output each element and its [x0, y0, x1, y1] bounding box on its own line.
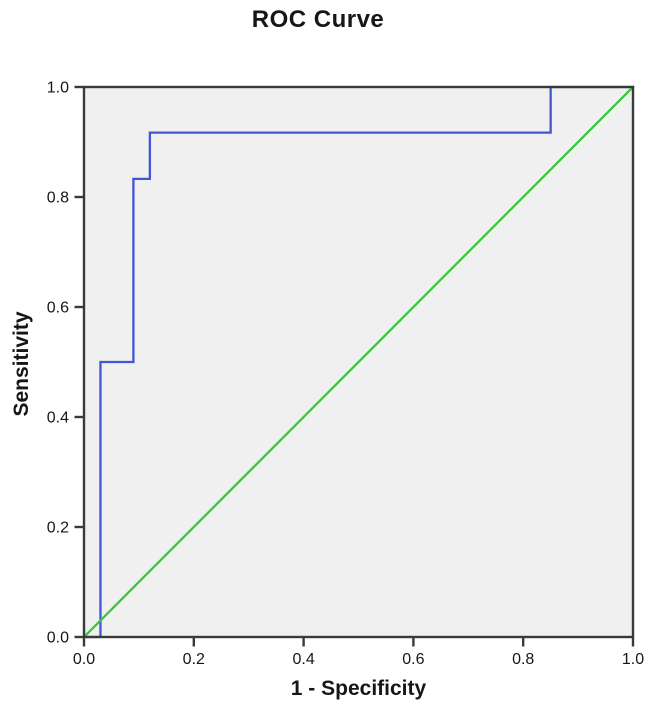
- y-tick-label: 0.8: [47, 190, 69, 207]
- plot-frame: [82, 85, 635, 639]
- y-tick-label: 0.4: [47, 410, 69, 427]
- y-tick-label: 0.0: [47, 630, 69, 647]
- chart-title: ROC Curve: [251, 6, 385, 33]
- series-roc-curve: [82, 85, 635, 639]
- x-tick-label: 0.2: [183, 651, 205, 668]
- series-reference-diagonal: [82, 85, 635, 639]
- x-axis-label: 1 - Specificity: [290, 677, 427, 700]
- x-tick-label: 0.8: [512, 651, 534, 668]
- y-tick-label: 1.0: [47, 80, 69, 97]
- y-tick-label: 0.6: [47, 300, 69, 317]
- x-tick-label: 0.6: [402, 651, 424, 668]
- x-tick-label: 0.0: [73, 651, 95, 668]
- x-tick-label: 0.4: [292, 651, 314, 668]
- y-tick-label: 0.2: [47, 520, 69, 537]
- y-axis-label: Sensitivity: [10, 311, 33, 417]
- x-tick-label: 1.0: [622, 651, 644, 668]
